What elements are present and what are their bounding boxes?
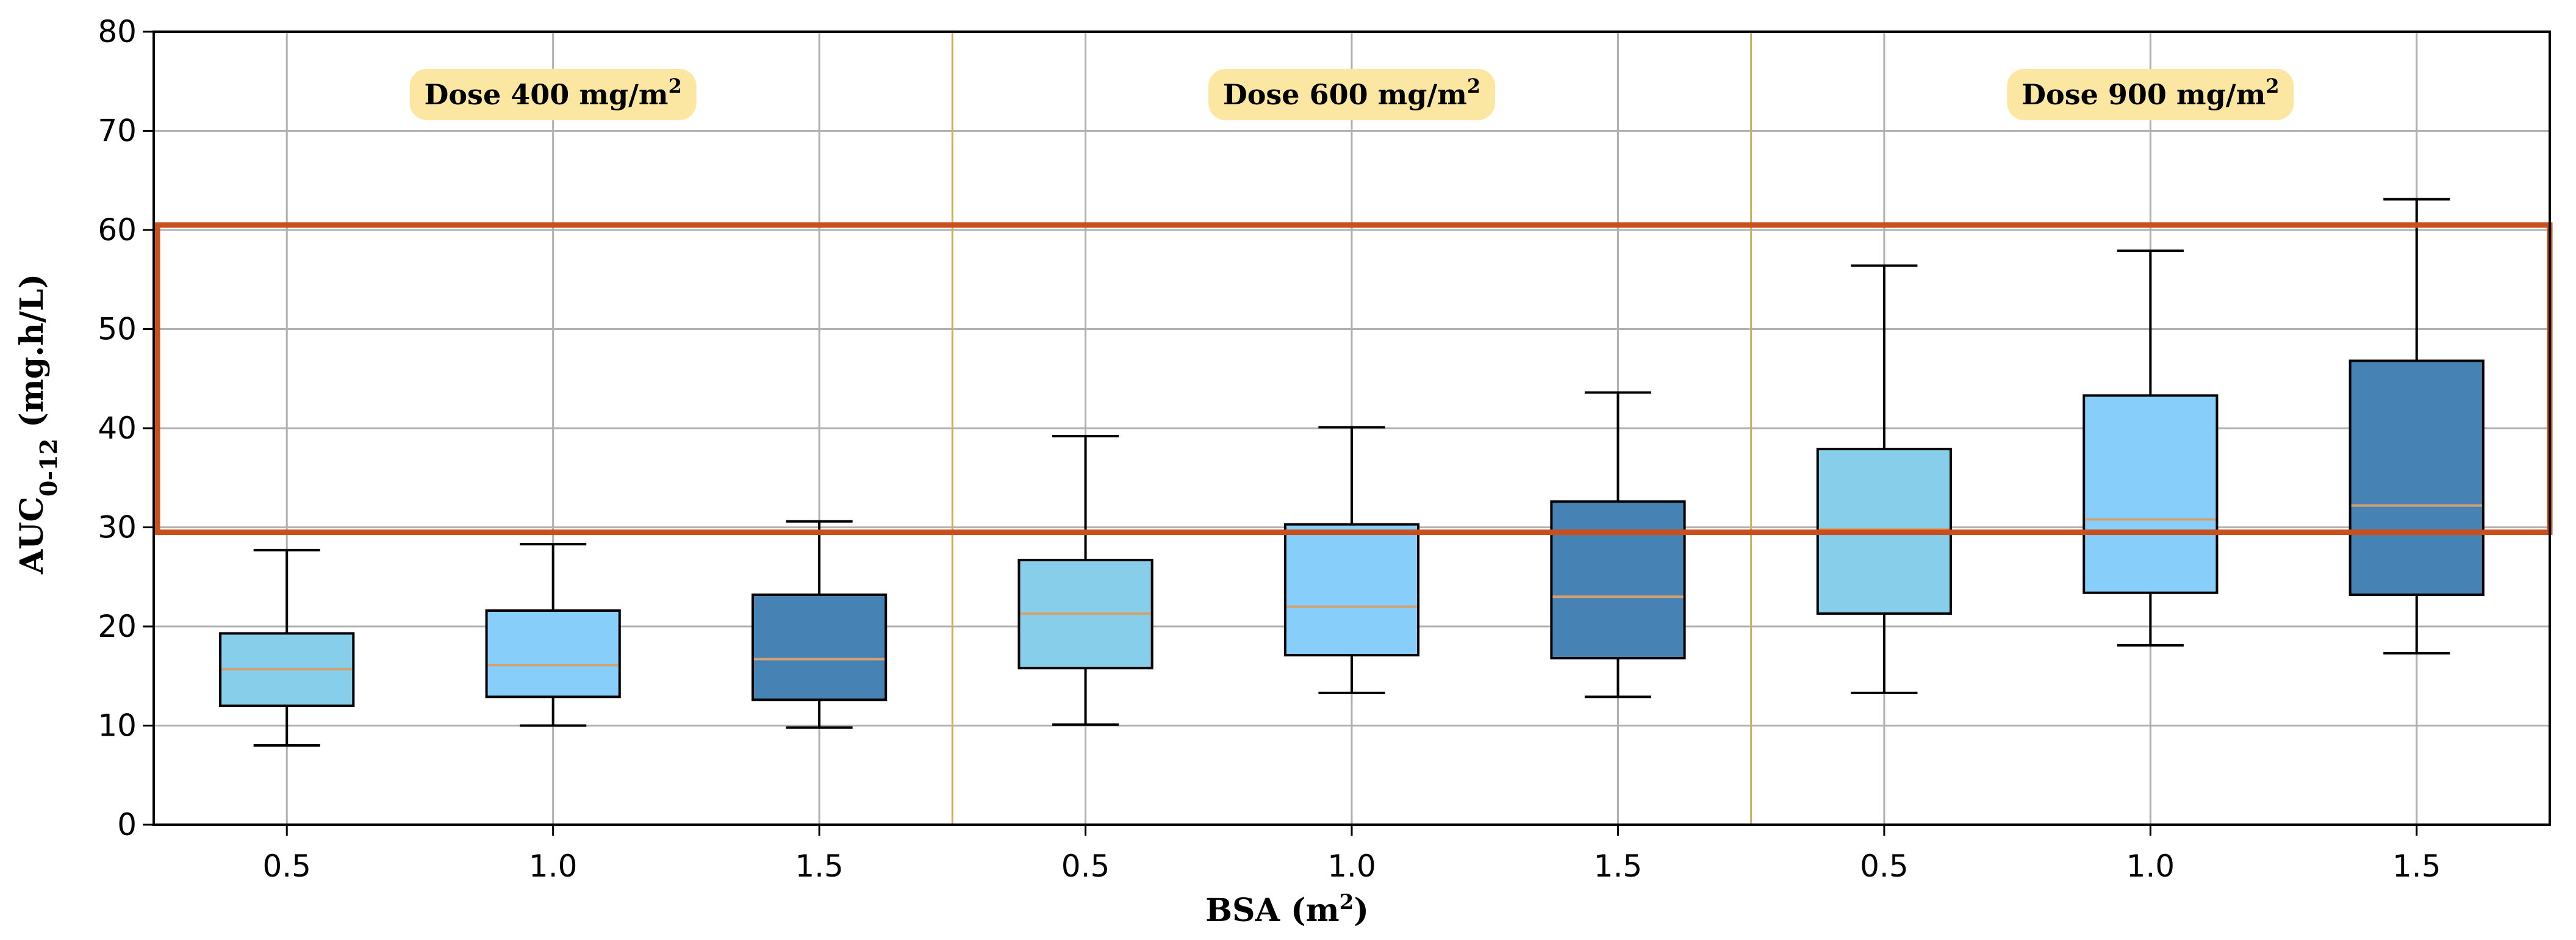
y-tick-label: 60 [98, 212, 137, 248]
x-tick-label: 1.0 [2126, 849, 2175, 884]
group-dividers [951, 32, 1753, 825]
x-tick-label: 1.5 [1594, 849, 1643, 884]
x-axis-title: BSA (m2) [1205, 890, 1369, 929]
dose-label-superscript: 2 [2266, 74, 2279, 98]
x-tick-label: 0.5 [262, 849, 311, 884]
dose-label: Dose 900 mg/m2 [2022, 74, 2279, 111]
x-tick-label: 1.0 [1327, 849, 1376, 884]
y-tick-label: 30 [98, 510, 137, 545]
axes: 0 10 20 30 40 50 60 70 80 0.5 1.0 1.5 0.5 1.0 1.5 0.5 1.… [98, 14, 2551, 884]
plot-frame [152, 30, 2551, 826]
y-tick-label: 80 [98, 14, 137, 49]
x-tick-label: 1.5 [795, 849, 844, 884]
dose-label: Dose 400 mg/m2 [424, 74, 681, 111]
dose-label-superscript: 2 [1467, 74, 1480, 98]
y-tick-label: 20 [98, 609, 137, 644]
dose-label-text: Dose 400 mg/m [424, 78, 668, 111]
dose-label-text: Dose 900 mg/m [2022, 78, 2266, 111]
x-tick-label: 1.0 [529, 849, 578, 884]
iqr-box [1283, 523, 1420, 657]
dose-label-background [1208, 69, 1495, 120]
dose-labels: Dose 400 mg/m2 Dose 600 mg/m2 Dose 900 mg/… [409, 69, 2294, 120]
iqr-box [2348, 359, 2485, 596]
x-tick-label: 0.5 [1061, 849, 1110, 884]
y-axis-title: AUC0-12 (mg.h/L) [13, 274, 62, 575]
x-tick-label: 1.5 [2392, 849, 2441, 884]
dose-label-background [2007, 69, 2294, 120]
y-tick-label: 10 [98, 708, 137, 744]
y-tick-label: 70 [98, 113, 137, 149]
iqr-box [1550, 500, 1686, 659]
y-tick-label: 0 [117, 807, 137, 842]
x-tick-label: 0.5 [1860, 849, 1909, 884]
dose-label-superscript: 2 [669, 74, 682, 98]
dose-label-text: Dose 600 mg/m [1223, 78, 1467, 111]
dose-label: Dose 600 mg/m2 [1223, 74, 1480, 111]
dose-label-background [409, 69, 697, 120]
iqr-box [2083, 394, 2219, 594]
iqr-box [485, 609, 621, 698]
y-tick-label: 40 [98, 411, 137, 446]
y-tick-label: 50 [98, 312, 137, 347]
iqr-box [752, 594, 888, 701]
